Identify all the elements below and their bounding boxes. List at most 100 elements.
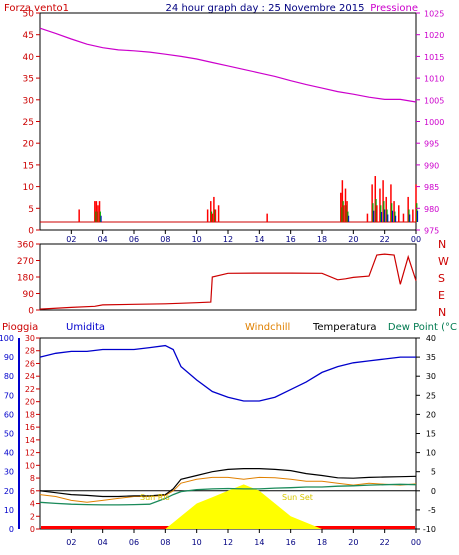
direction-tick-label: 90 [23,290,35,300]
legend-pioggia: Pioggia [2,322,38,333]
humidity-tick-label: 90 [4,353,14,362]
pressure-tick-label: 995 [424,140,439,149]
wind-tick-label: 10 [23,183,35,193]
rain-tick-label: 10 [25,461,35,470]
temperature-tick-label: 0 [431,487,436,496]
sunset-label: Sun Set [282,493,313,502]
rain-tick-label: 14 [25,436,35,445]
rain-tick-label: 4 [30,500,35,509]
rain-tick-label: 8 [30,474,35,483]
direction-tick-label: 270 [17,257,34,267]
solar-area [40,484,416,529]
temperature-tick-label: 30 [426,372,436,381]
dir-label-n-top: N [438,238,446,251]
temperature-tick-label: 25 [426,391,436,400]
wind-tick-label: 45 [23,31,34,41]
pressione-label: Pressione [370,3,418,14]
dewpoint-line [39,483,417,506]
hour-tick-label: 02 [66,538,76,547]
humidity-tick-label: 60 [4,410,14,419]
humidity-tick-label: 30 [4,468,14,477]
wind-tick-label: 20 [23,140,35,150]
pressure-tick-label: 1005 [424,96,444,105]
dir-label-w: W [438,255,449,268]
hour-tick-label: 02 [66,235,76,244]
hour-tick-label: 18 [317,538,327,547]
wind-tick-label: 15 [23,161,34,171]
hour-tick-label: 16 [286,538,296,547]
hour-tick-label: 00 [411,538,421,547]
rain-tick-label: 22 [25,385,35,394]
legend-windchill: Windchill [245,322,290,333]
hour-tick-label: 12 [223,235,233,244]
direction-tick-label: 360 [17,241,34,251]
humidity-tick-label: 0 [9,525,14,534]
dir-label-s: S [438,272,445,285]
rain-tick-label: 12 [25,449,35,458]
wind-tick-label: 40 [23,53,35,63]
rain-tick-label: 30 [25,334,35,343]
pressure-tick-label: 1010 [424,75,444,84]
rain-tick-label: 16 [25,423,35,432]
rain-tick-label: 26 [25,359,35,368]
plot-frame-wind [39,12,417,231]
humidity-tick-label: 80 [4,372,14,381]
weather-plot [39,344,417,529]
windchill-line [39,476,417,503]
pressure-tick-label: 975 [424,227,439,236]
rain-tick-label: 28 [25,347,35,356]
direction-plot [39,253,417,310]
humidity-tick-label: 70 [4,391,14,400]
hour-tick-label: 00 [411,235,421,244]
humidity-tick-label: 10 [4,506,14,515]
wind-tick-label: 35 [23,75,34,85]
wind-tick-label: 25 [23,118,34,128]
hour-tick-label: 18 [317,235,327,244]
hour-tick-label: 20 [348,538,358,547]
hour-tick-label: 14 [254,538,264,547]
wind-tick-label: 50 [23,10,35,20]
legend-temperatura: Temperatura [312,322,377,333]
temperature-tick-label: 40 [426,334,436,343]
hour-tick-label: 10 [192,235,202,244]
hour-tick-label: 12 [223,538,233,547]
sunrise-label: Sun Ris [140,493,170,502]
temperature-tick-label: -5 [428,506,436,515]
pressure-tick-label: 985 [424,183,439,192]
hour-tick-label: 06 [129,538,139,547]
pressure-tick-label: 1025 [424,10,444,19]
rain-tick-label: 6 [30,487,35,496]
temperature-tick-label: 20 [426,410,436,419]
hour-tick-label: 08 [160,538,170,547]
pressure-tick-label: 1020 [424,31,444,40]
humidity-tick-label: 100 [0,334,14,343]
rain-tick-label: 0 [30,525,35,534]
humidity-line [39,344,416,402]
hour-tick-label: 22 [380,235,390,244]
hour-tick-label: 06 [129,235,139,244]
wind-tick-label: 0 [28,227,34,237]
direction-tick-label: 0 [28,307,34,317]
direction-tick-label: 180 [17,274,34,284]
rain-tick-label: 2 [30,512,35,521]
hour-tick-label: 20 [348,235,358,244]
legend-umidita: Umidita [66,322,105,333]
hour-tick-label: 04 [98,538,108,547]
pressure-tick-label: 1015 [424,53,444,62]
dir-label-e: E [438,289,445,302]
humidity-tick-label: 20 [4,487,14,496]
temperature-tick-label: 35 [426,353,436,362]
hour-tick-label: 10 [192,538,202,547]
temperature-line [39,468,417,498]
direction-line [39,253,417,310]
dir-label-n-bottom: N [438,306,446,319]
hour-tick-label: 04 [98,235,108,244]
temperature-tick-label: -10 [423,525,436,534]
forza-vento-label: Forza vento1 [4,3,69,14]
temperature-tick-label: 5 [431,468,436,477]
hour-tick-label: 16 [286,235,296,244]
pressure-tick-label: 980 [424,205,439,214]
pressure-line [39,27,417,103]
wind-tick-label: 5 [28,205,34,215]
